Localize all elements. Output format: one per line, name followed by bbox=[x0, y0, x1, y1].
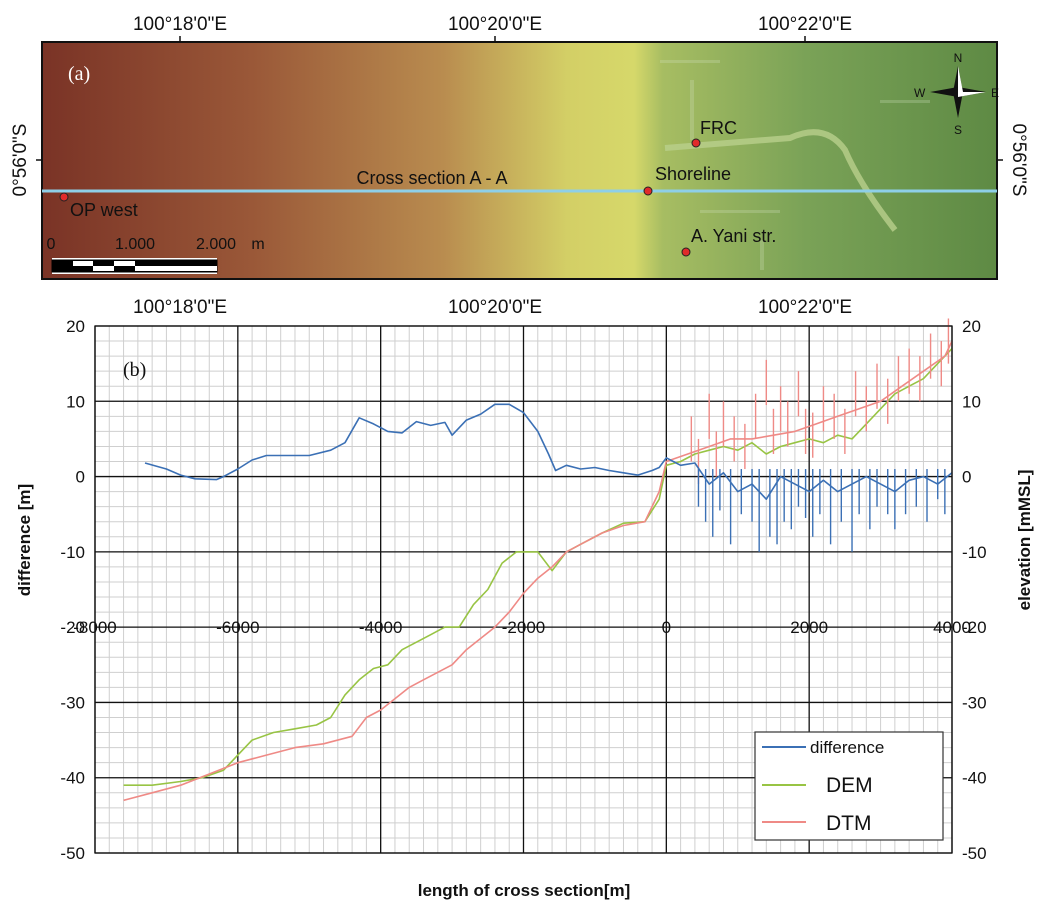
x-tick: -6000 bbox=[216, 618, 259, 637]
y-tick-left: -50 bbox=[60, 844, 85, 863]
scale-label-0: 0 bbox=[47, 236, 56, 253]
y-tick-right: 10 bbox=[962, 392, 981, 411]
legend-label-difference: difference bbox=[810, 738, 884, 757]
plot-frame bbox=[94, 325, 953, 854]
point-frc-label: FRC bbox=[700, 118, 737, 138]
x-axis-title: length of cross section[m] bbox=[418, 881, 631, 900]
ticks-layer: 20 20 10 10 0 0 -10 -10 -20 -20 -30 -30 -40 -40 -50 -50… bbox=[60, 317, 986, 863]
urban-texture bbox=[660, 60, 930, 270]
lon-top-2: 100°20'0"E bbox=[448, 14, 542, 35]
legend: difference DEM DTM bbox=[754, 731, 944, 841]
point-frc-marker bbox=[691, 138, 701, 148]
series-line-difference bbox=[144, 403, 953, 500]
y-tick-left: 10 bbox=[66, 392, 85, 411]
y-tick-right: -20 bbox=[962, 618, 987, 637]
y-tick-left: -40 bbox=[60, 769, 85, 788]
lon-top-3: 100°22'0"E bbox=[758, 14, 852, 35]
y-tick-right: 0 bbox=[962, 468, 971, 487]
y-tick-right: -50 bbox=[962, 844, 987, 863]
series-layer bbox=[123, 318, 953, 802]
scale-bar: 0 1.000 2.000 m bbox=[47, 236, 265, 274]
lat-left: 0°56'0"S bbox=[10, 124, 31, 197]
lon-bottom-2: 100°20'0"E bbox=[448, 297, 542, 318]
x-tick: 0 bbox=[662, 618, 671, 637]
y-tick-left: 0 bbox=[76, 468, 85, 487]
lat-right: 0°56'0"S bbox=[1008, 124, 1029, 197]
y-axis-left-title: difference [m] bbox=[15, 484, 34, 596]
point-ayani-label: A. Yani str. bbox=[691, 226, 776, 246]
road bbox=[664, 129, 898, 232]
panel-b-label: (b) bbox=[123, 359, 146, 381]
cross-section-label: Cross section A - A bbox=[356, 168, 507, 188]
point-shoreline-label: Shoreline bbox=[655, 164, 731, 184]
compass-n: N bbox=[954, 51, 963, 65]
x-tick: -4000 bbox=[359, 618, 402, 637]
x-tick: 2000 bbox=[790, 618, 828, 637]
scale-label-2000: 2.000 bbox=[196, 236, 236, 253]
compass-w: W bbox=[914, 86, 926, 100]
point-op-west-label: OP west bbox=[70, 200, 138, 220]
lon-top-1: 100°18'0"E bbox=[133, 14, 227, 35]
y-tick-right: -30 bbox=[962, 693, 987, 712]
map-image bbox=[41, 41, 998, 280]
y-tick-left: -10 bbox=[60, 543, 85, 562]
scale-label-1000: 1.000 bbox=[115, 236, 155, 253]
y-axis-right-title: elevation [mMSL] bbox=[1015, 470, 1034, 611]
compass-e: E bbox=[991, 86, 999, 100]
compass-rose-icon: N S E W bbox=[914, 51, 999, 137]
point-op-west-marker bbox=[59, 192, 69, 202]
legend-label-dtm: DTM bbox=[826, 812, 872, 835]
scale-label-unit: m bbox=[251, 236, 264, 253]
y-tick-left: -20 bbox=[60, 618, 85, 637]
y-tick-left: -30 bbox=[60, 693, 85, 712]
x-tick: -2000 bbox=[502, 618, 545, 637]
legend-label-dem: DEM bbox=[826, 774, 873, 797]
lon-bottom-3: 100°22'0"E bbox=[758, 297, 852, 318]
map-panel: Cross section A - A OP west FRC Shorelin… bbox=[10, 14, 1029, 318]
lon-bottom-1: 100°18'0"E bbox=[133, 297, 227, 318]
y-tick-right: 20 bbox=[962, 317, 981, 336]
y-tick-left: 20 bbox=[66, 317, 85, 336]
point-shoreline-marker bbox=[643, 186, 653, 196]
panel-a-label: (a) bbox=[68, 63, 90, 85]
y-tick-right: -10 bbox=[962, 543, 987, 562]
compass-s: S bbox=[954, 123, 962, 137]
cross-section-chart: 20 20 10 10 0 0 -10 -10 -20 -20 -30 -30 -40 -40 -50 -50… bbox=[15, 317, 1034, 900]
y-tick-right: -40 bbox=[962, 769, 987, 788]
point-ayani-marker bbox=[681, 247, 691, 257]
